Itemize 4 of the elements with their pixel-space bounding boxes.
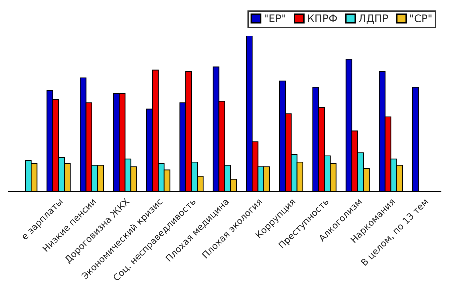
legend-label: "СР" [410,14,432,23]
legend-label: КПРФ [308,14,338,22]
legend-label: ЛДПР [359,14,388,24]
legend-label: "ЕР" [265,14,286,22]
